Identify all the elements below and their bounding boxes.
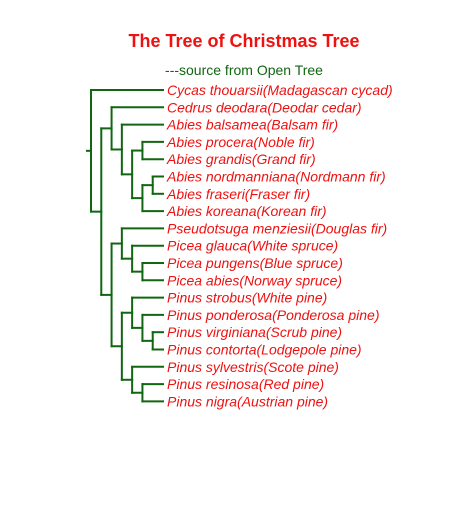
tip-label: Abies procera(Noble fir) [166, 134, 315, 150]
tip-label: Cycas thouarsii(Madagascan cycad) [167, 82, 393, 98]
tip-label: Pinus virginiana(Scrub pine) [167, 324, 342, 340]
tip-label: Abies fraseri(Fraser fir) [166, 186, 310, 202]
tip-label: Abies balsamea(Balsam fir) [166, 117, 338, 133]
tip-label: Pinus contorta(Lodgepole pine) [167, 342, 362, 358]
tip-label: Picea glauca(White spruce) [167, 238, 338, 254]
tip-labels: Cycas thouarsii(Madagascan cycad)Cedrus … [166, 82, 393, 409]
tip-label: Picea abies(Norway spruce) [167, 272, 342, 288]
tip-label: Pinus ponderosa(Ponderosa pine) [167, 307, 379, 323]
figure-title: The Tree of Christmas Tree [128, 31, 359, 51]
tip-label: Picea pungens(Blue spruce) [167, 255, 343, 271]
tip-label: Abies koreana(Korean fir) [166, 203, 327, 219]
tip-label: Abies grandis(Grand fir) [166, 151, 316, 167]
tip-label: Pinus strobus(White pine) [167, 290, 327, 306]
tip-label: Pinus resinosa(Red pine) [167, 376, 324, 392]
tip-label: Pinus sylvestris(Scote pine) [167, 359, 339, 375]
tip-label: Pseudotsuga menziesii(Douglas fir) [167, 220, 387, 236]
tree-branches [86, 89, 164, 403]
tip-label: Cedrus deodara(Deodar cedar) [167, 99, 362, 115]
tip-label: Abies nordmanniana(Nordmann fir) [166, 169, 386, 185]
figure-subtitle: ---source from Open Tree [165, 62, 323, 78]
tip-label: Pinus nigra(Austrian pine) [167, 393, 328, 409]
